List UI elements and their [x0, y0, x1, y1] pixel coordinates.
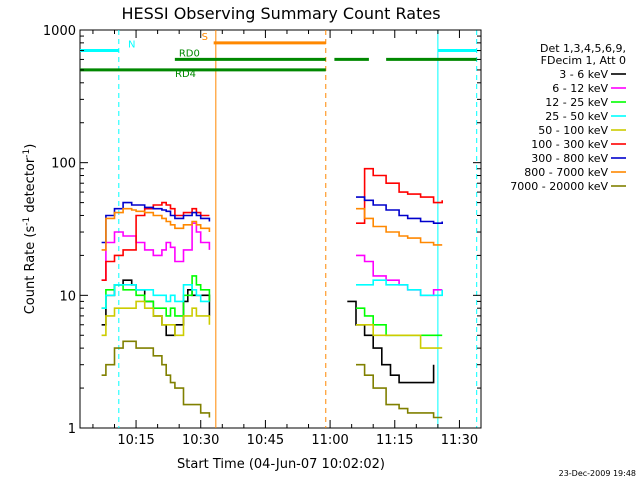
flag-label: RD0 [179, 48, 200, 59]
series-line [101, 207, 211, 251]
series-line [356, 254, 443, 297]
y-tick-label: 10 [59, 289, 76, 304]
y-tick-label: 1 [68, 422, 76, 437]
legend-entry-label: 50 - 100 keV [538, 124, 608, 137]
x-tick-label: 10:15 [117, 433, 154, 448]
series-line [356, 196, 443, 224]
flag-label: N [128, 40, 135, 51]
legend-header-2: FDecim 1, Att 0 [541, 54, 626, 67]
series-line [356, 279, 443, 297]
series-line [101, 222, 211, 281]
x-tick-label: 11:00 [311, 433, 348, 448]
plot-frame [79, 29, 482, 429]
timestamp: 23-Dec-2009 19:48 [559, 469, 636, 478]
flag-label: RD4 [175, 69, 196, 80]
series-line [356, 207, 443, 246]
legend-entry-label: 3 - 6 keV [559, 68, 608, 81]
legend-entry-label: 12 - 25 keV [545, 96, 608, 109]
legend: Det 1,3,4,5,6,9, FDecim 1, Att 0 3 - 6 k… [510, 42, 626, 193]
series-line [356, 363, 443, 419]
legend-header-1: Det 1,3,4,5,6,9, [540, 42, 626, 55]
series-line [356, 167, 443, 224]
series-line [101, 284, 210, 309]
chart-title: HESSI Observing Summary Count Rates [121, 4, 440, 23]
series-line [356, 307, 443, 337]
x-tick-label: 11:15 [376, 433, 413, 448]
y-tick-label: 100 [51, 157, 76, 172]
x-axis-label: Start Time (04-Jun-07 10:02:02) [177, 457, 385, 472]
y-axis-label: Count Rate (s-1 detector-1) [22, 144, 38, 315]
series-line [101, 300, 211, 337]
x-tick-label: 10:30 [182, 433, 219, 448]
legend-entry-label: 7000 - 20000 keV [510, 180, 608, 193]
legend-entry-label: 100 - 300 keV [531, 138, 608, 151]
legend-entry-label: 25 - 50 keV [545, 110, 608, 123]
series-line [101, 201, 210, 281]
legend-entry-label: 6 - 12 keV [552, 82, 608, 95]
legend-entry-label: 800 - 7000 keV [524, 166, 608, 179]
flag-label: S [202, 32, 208, 43]
series-line [356, 324, 443, 349]
series-line [101, 340, 211, 418]
series-line [101, 201, 211, 244]
y-tick-label: 1000 [43, 24, 76, 39]
legend-entry-label: 300 - 800 keV [531, 152, 608, 165]
x-tick-label: 10:45 [247, 433, 284, 448]
x-tick-label: 11:30 [441, 433, 478, 448]
